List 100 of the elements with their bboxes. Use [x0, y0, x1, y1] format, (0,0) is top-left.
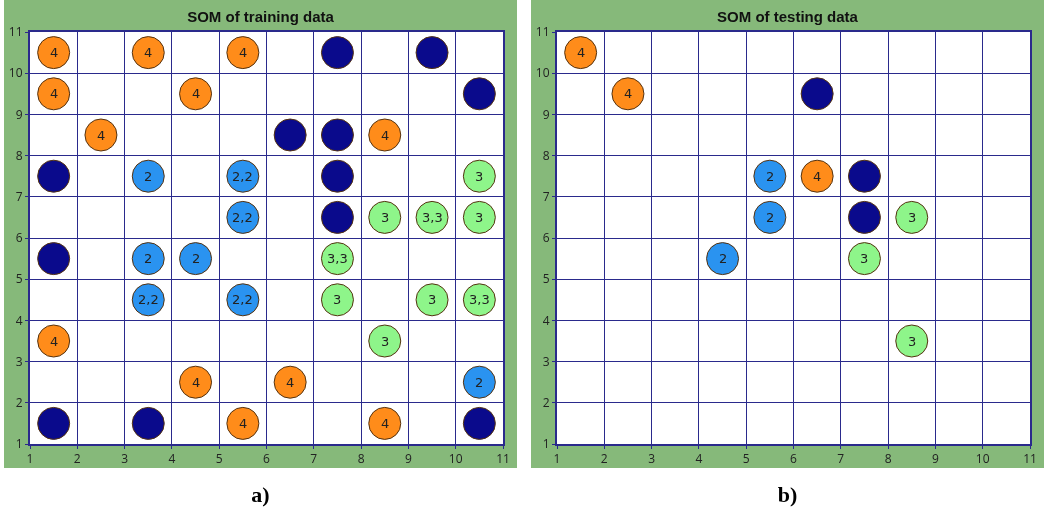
y-tick-label: 9 — [15, 105, 23, 123]
y-tick-label: 10 — [8, 64, 23, 82]
annotation: 2 — [719, 251, 728, 266]
x-tick-label: 1 — [553, 450, 561, 468]
annotation: 2 — [475, 375, 484, 390]
point — [753, 159, 787, 193]
annotation: 3 — [381, 210, 390, 225]
point — [226, 406, 260, 440]
annotation: 4 — [381, 128, 390, 143]
x-tick-label: 8 — [357, 450, 365, 468]
point — [847, 159, 881, 193]
annotation: 4 — [381, 416, 390, 431]
point — [179, 77, 213, 111]
point — [462, 159, 496, 193]
x-tick-label: 8 — [884, 450, 892, 468]
y-tick-label: 2 — [542, 394, 550, 411]
annotation: 2 — [766, 210, 775, 225]
annotation: 4 — [239, 416, 248, 431]
annotation: 3 — [908, 210, 917, 225]
point — [320, 36, 354, 70]
point — [37, 406, 71, 440]
annotation: 4 — [239, 45, 248, 60]
point — [895, 324, 929, 358]
annotation: 3 — [381, 334, 390, 349]
y-tick-label: 2 — [15, 394, 23, 411]
annotation: 4 — [50, 334, 59, 349]
point — [37, 77, 71, 111]
annotation: 4 — [286, 375, 295, 390]
point — [564, 36, 598, 70]
x-tick-label: 10 — [975, 450, 990, 468]
point — [131, 159, 165, 193]
point — [320, 200, 354, 234]
annotation: 4 — [624, 86, 633, 101]
x-tick-label: 9 — [404, 450, 412, 468]
point — [320, 283, 354, 317]
point — [320, 159, 354, 193]
point — [368, 118, 402, 152]
annotation: 3,3 — [327, 251, 348, 266]
annotation: 2 — [144, 169, 153, 184]
point — [179, 365, 213, 399]
point — [847, 200, 881, 234]
y-tick-label: 5 — [542, 270, 550, 288]
x-tick-label: 2 — [73, 450, 81, 468]
point — [179, 242, 213, 276]
y-tick-label: 6 — [15, 229, 23, 247]
y-tick-label: 8 — [15, 146, 23, 164]
y-tick-label: 11 — [8, 23, 23, 41]
annotation: 3 — [475, 210, 484, 225]
x-tick-label: 10 — [448, 450, 463, 468]
annotation: 4 — [97, 128, 106, 143]
point — [462, 77, 496, 111]
point — [131, 406, 165, 440]
x-tick-label: 1 — [26, 450, 34, 468]
x-tick-label: 7 — [837, 450, 845, 468]
point — [368, 406, 402, 440]
x-tick-label: 4 — [168, 450, 176, 468]
point — [84, 118, 118, 152]
y-tick-label: 9 — [542, 105, 550, 123]
x-tick-label: 3 — [648, 450, 656, 468]
annotation: 3 — [333, 292, 342, 307]
annotation: 2 — [144, 251, 153, 266]
point — [800, 77, 834, 111]
x-tick-label: 5 — [215, 450, 223, 468]
point — [415, 283, 449, 317]
x-tick-label: 5 — [742, 450, 750, 468]
point — [368, 324, 402, 358]
annotation: 3 — [860, 251, 869, 266]
annotation: 2,2 — [138, 292, 159, 307]
x-tick-label: 2 — [600, 450, 608, 468]
chart-title: SOM of testing data — [717, 8, 859, 26]
x-tick-label: 6 — [790, 450, 798, 468]
annotation: 2 — [192, 251, 201, 266]
annotation: 3 — [475, 169, 484, 184]
point — [37, 159, 71, 193]
annotation: 3 — [908, 334, 917, 349]
annotation: 2,2 — [232, 169, 253, 184]
point — [462, 365, 496, 399]
point — [37, 36, 71, 70]
x-tick-label: 11 — [496, 450, 510, 468]
point — [273, 118, 307, 152]
point — [226, 36, 260, 70]
text: b) — [776, 482, 799, 508]
point — [273, 365, 307, 399]
x-tick-label: 9 — [931, 450, 939, 468]
chart-title: SOM of training data — [187, 8, 335, 26]
annotation: 3,3 — [469, 292, 490, 307]
annotation: 4 — [50, 45, 59, 60]
y-tick-label: 1 — [542, 435, 550, 453]
y-tick-label: 7 — [542, 188, 550, 205]
x-tick-label: 7 — [310, 450, 318, 468]
annotation: 4 — [192, 375, 201, 390]
y-tick-label: 1 — [15, 435, 23, 453]
annotation: 4 — [577, 45, 586, 60]
x-tick-label: 6 — [263, 450, 271, 468]
point — [895, 200, 929, 234]
y-tick-label: 3 — [15, 352, 23, 370]
point — [462, 406, 496, 440]
y-tick-label: 3 — [542, 352, 550, 370]
x-tick-label: 3 — [121, 450, 129, 468]
annotation: 3,3 — [422, 210, 443, 225]
